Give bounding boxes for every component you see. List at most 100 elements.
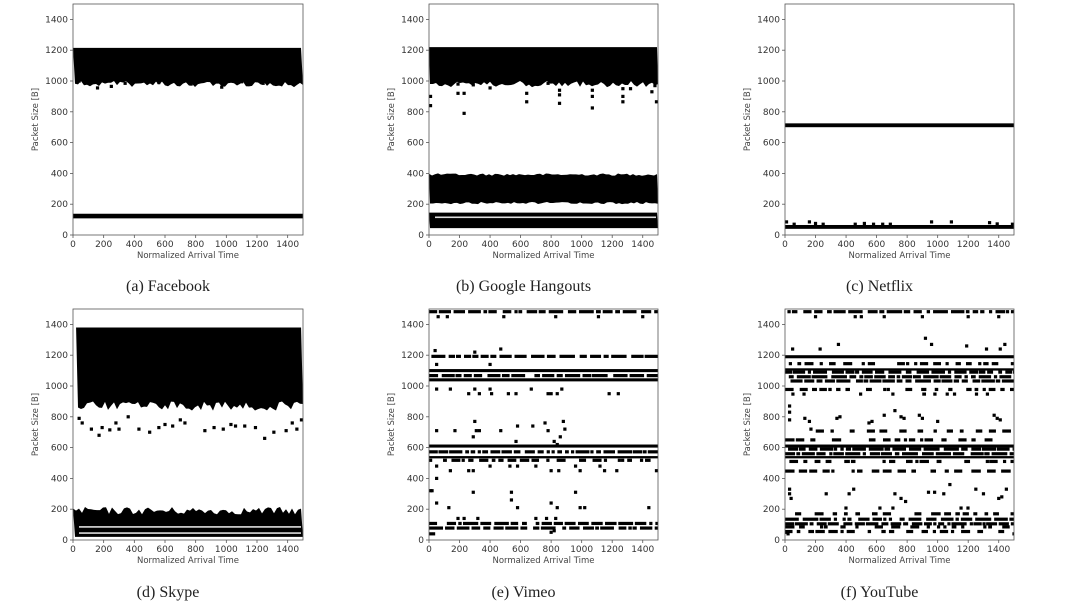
data-point xyxy=(88,81,92,85)
data-point xyxy=(462,516,466,521)
y-tick-label: 1000 xyxy=(757,382,780,392)
data-point xyxy=(899,496,903,501)
data-band xyxy=(785,123,1014,128)
x-tick-label: 0 xyxy=(70,545,76,555)
x-tick-label: 0 xyxy=(426,240,432,250)
y-tick-label: 400 xyxy=(763,474,780,484)
data-point xyxy=(290,421,294,425)
data-point xyxy=(787,404,792,408)
x-tick-label: 400 xyxy=(126,240,143,250)
data-point xyxy=(949,220,954,224)
y-axis-label: Packet Size [B] xyxy=(387,88,397,151)
data-point xyxy=(462,111,466,115)
x-tick-label: 800 xyxy=(899,240,916,250)
data-point xyxy=(552,529,556,533)
data-point xyxy=(984,347,989,351)
data-point xyxy=(966,315,970,319)
data-point xyxy=(920,315,924,319)
data-point xyxy=(488,362,492,367)
data-point xyxy=(261,81,265,85)
data-point xyxy=(813,315,818,319)
data-point xyxy=(549,530,553,534)
data-point xyxy=(488,86,492,90)
data-point xyxy=(546,81,550,85)
data-point xyxy=(514,392,518,396)
y-tick-label: 1000 xyxy=(45,77,68,87)
data-band xyxy=(785,456,1014,459)
x-tick-label: 1400 xyxy=(987,240,1010,250)
data-point xyxy=(157,80,161,85)
data-point xyxy=(933,490,937,494)
data-point xyxy=(435,429,439,433)
data-point xyxy=(163,422,167,427)
data-band xyxy=(429,444,658,448)
x-tick-label: 1400 xyxy=(276,240,299,250)
y-axis-label: Packet Size [B] xyxy=(387,393,397,456)
y-tick-label: 200 xyxy=(51,200,68,210)
data-point xyxy=(1012,532,1014,536)
y-tick-label: 0 xyxy=(774,231,780,241)
data-point xyxy=(476,516,480,521)
data-point xyxy=(471,83,475,87)
y-tick-label: 0 xyxy=(774,536,780,546)
data-point xyxy=(590,88,594,92)
x-tick-label: 400 xyxy=(126,545,143,555)
data-point xyxy=(853,222,857,226)
data-point xyxy=(543,421,547,425)
y-tick-label: 600 xyxy=(51,139,68,149)
y-tick-label: 800 xyxy=(763,108,780,118)
subfigure-caption: (f) YouTube xyxy=(840,584,919,601)
data-point xyxy=(453,429,457,433)
data-point xyxy=(436,315,440,319)
data-point xyxy=(263,436,267,440)
data-point xyxy=(621,87,625,91)
data-point xyxy=(221,427,225,431)
y-tick-label: 1000 xyxy=(401,382,424,392)
y-tick-label: 0 xyxy=(62,536,68,546)
x-tick-label: 400 xyxy=(837,240,854,250)
data-point xyxy=(881,222,885,226)
y-tick-label: 600 xyxy=(51,444,68,454)
data-point xyxy=(499,429,503,433)
y-tick-label: 0 xyxy=(418,231,424,241)
plot-area xyxy=(73,327,303,537)
data-point xyxy=(616,392,620,396)
y-tick-label: 800 xyxy=(407,108,424,118)
data-point xyxy=(212,425,216,430)
data-point xyxy=(920,416,924,420)
data-point xyxy=(621,94,625,98)
data-point xyxy=(97,433,101,437)
data-point xyxy=(477,429,481,433)
x-tick-label: 200 xyxy=(451,545,468,555)
data-point xyxy=(974,487,978,491)
data-point xyxy=(471,435,475,439)
y-tick-label: 1200 xyxy=(45,46,68,56)
x-tick-label: 200 xyxy=(807,240,824,250)
data-point xyxy=(818,347,822,351)
x-tick-label: 1200 xyxy=(957,240,980,250)
data-point xyxy=(965,344,969,348)
data-point xyxy=(992,413,996,417)
data-band xyxy=(785,444,1014,448)
data-point xyxy=(151,79,155,83)
data-point xyxy=(893,492,897,496)
data-point xyxy=(100,425,104,430)
x-tick-label: 600 xyxy=(868,545,885,555)
data-point xyxy=(240,80,244,84)
data-point xyxy=(499,347,503,351)
plot-area xyxy=(785,123,1014,229)
data-point xyxy=(561,419,565,424)
data-point xyxy=(114,421,118,425)
x-axis-label: Normalized Arrival Time xyxy=(137,251,239,261)
data-point xyxy=(997,496,1001,501)
data-point xyxy=(546,392,550,396)
plot-area xyxy=(429,310,658,536)
data-point xyxy=(462,91,466,95)
data-band xyxy=(429,456,658,459)
data-point xyxy=(509,498,514,502)
data-point xyxy=(573,490,578,494)
data-point xyxy=(515,464,520,468)
data-point xyxy=(803,416,807,420)
data-point xyxy=(229,422,233,427)
data-point xyxy=(77,416,81,420)
